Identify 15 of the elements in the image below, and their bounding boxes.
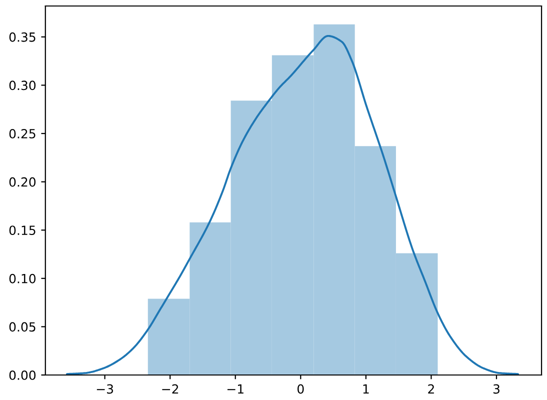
- x-tick-label: 2: [428, 384, 434, 394]
- y-tick-label: 0.15: [9, 226, 36, 236]
- y-tick-label: 0.05: [9, 322, 36, 332]
- y-tick-label: 0.35: [9, 32, 36, 42]
- x-tick-label: −3: [96, 384, 114, 394]
- y-tick-label: 0.25: [9, 128, 36, 138]
- x-tick-label: 0: [297, 384, 304, 394]
- y-tick-label: 0.30: [9, 80, 36, 90]
- x-tick-label: −1: [227, 384, 244, 394]
- x-tick-label: 1: [363, 384, 369, 394]
- x-tick-label: 3: [493, 384, 500, 394]
- y-tick-label: 0.00: [9, 370, 36, 380]
- y-tick-label: 0.10: [9, 274, 36, 284]
- x-tick-label: −2: [162, 384, 178, 394]
- y-tick-label: 0.20: [9, 177, 36, 187]
